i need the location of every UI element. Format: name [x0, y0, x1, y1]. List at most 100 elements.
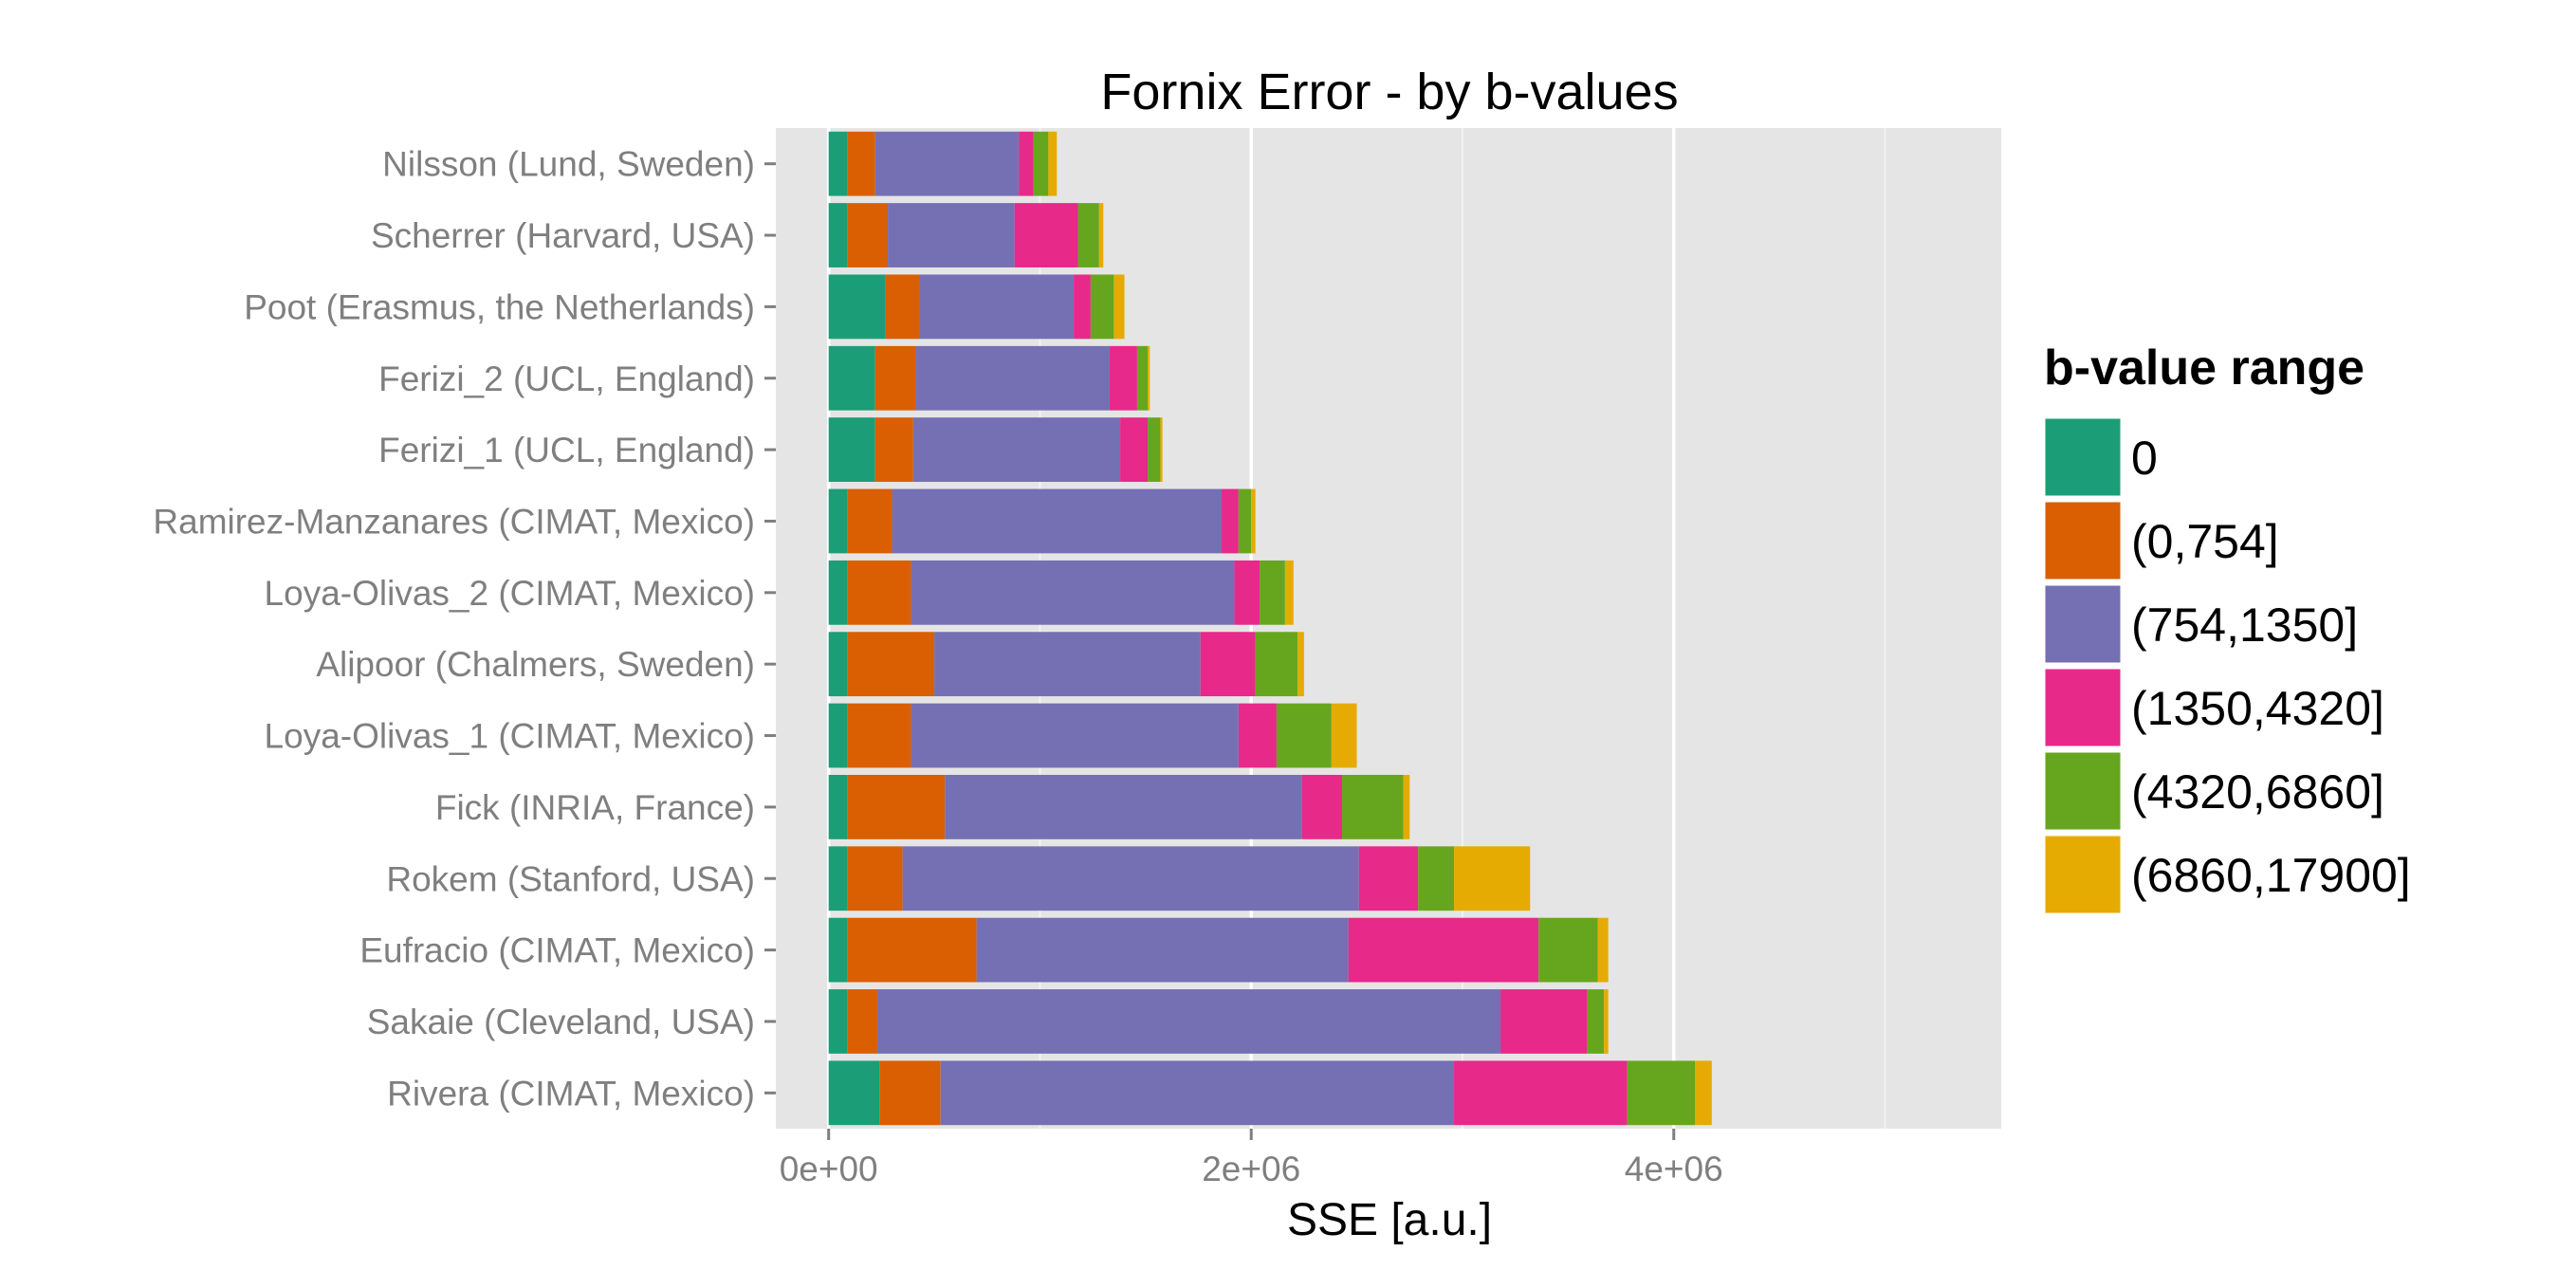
bar-segment	[940, 1060, 1455, 1126]
bar-segment	[1627, 1060, 1695, 1126]
legend-label: (4320,6860]	[2131, 765, 2384, 819]
bar-segment	[976, 917, 1349, 983]
bar-segment	[915, 345, 1110, 411]
bar-segment	[1587, 989, 1605, 1054]
bar-segment	[1014, 203, 1078, 267]
bar-segment	[1160, 417, 1163, 483]
bar-segment	[1301, 774, 1342, 839]
y-tick-label: Poot (Erasmus, the Netherlands)	[244, 287, 755, 326]
legend-key	[2042, 749, 2124, 833]
legend-key	[2042, 415, 2124, 499]
legend-label: (1350,4320]	[2131, 682, 2384, 735]
bar-segment	[1331, 703, 1357, 768]
bar-segment	[1454, 1060, 1628, 1126]
y-axis: Nilsson (Lund, Sweden) Scherrer (Harvard,…	[153, 145, 776, 1113]
bar-segment	[912, 417, 1121, 483]
bar-segment	[828, 632, 848, 697]
bar-segment	[1148, 417, 1161, 483]
legend-items: 0 (0,754] (754,1350] (1350,4320] (4320,6860]…	[2042, 415, 2411, 916]
y-tick-label: Scherrer (Harvard, USA)	[371, 216, 755, 255]
bar-segment	[847, 488, 892, 554]
bar-segment	[888, 203, 1015, 267]
bar-segment	[828, 488, 848, 554]
bar-segment	[1019, 131, 1034, 196]
y-tick-label: Fick (INRIA, France)	[435, 788, 755, 827]
bar-segment	[847, 989, 877, 1054]
legend-key	[2042, 582, 2124, 666]
bar-segment	[1260, 560, 1285, 625]
y-tick-label: Nilsson (Lund, Sweden)	[382, 145, 755, 184]
bar-segment	[876, 989, 1501, 1054]
bar-segment	[847, 703, 911, 768]
bar-segment	[1074, 274, 1091, 340]
bar-segment	[1222, 488, 1239, 554]
bar-segment	[1284, 560, 1294, 625]
bar-segment	[885, 274, 920, 340]
bar-segment	[1348, 917, 1539, 983]
bar-segment	[1200, 632, 1256, 697]
y-tick-label: Alipoor (Chalmers, Sweden)	[316, 645, 755, 684]
bar-segment	[828, 417, 875, 483]
bar-segment	[1276, 703, 1332, 768]
bar-segment	[847, 632, 935, 697]
bar-segment	[1454, 846, 1531, 911]
legend-title: b-value range	[2044, 341, 2364, 396]
bar-segment	[1109, 345, 1137, 411]
x-axis: 0e+00 2e+06 4e+06	[780, 1129, 1723, 1188]
bar-segment	[1341, 774, 1404, 839]
bar-segment	[874, 345, 916, 411]
bar-segment	[847, 560, 911, 625]
bar-segment	[1148, 345, 1150, 411]
bar-segment	[828, 989, 848, 1054]
bar-segment	[879, 1060, 941, 1126]
bar-segment	[1098, 203, 1104, 267]
bar-segment	[1033, 131, 1049, 196]
bar-segment	[847, 846, 903, 911]
bar-segment	[1597, 917, 1609, 983]
bar-segment	[1604, 989, 1609, 1054]
bar-segment	[919, 274, 1075, 340]
legend-label: 0	[2131, 432, 2158, 485]
bar-segment	[828, 203, 848, 267]
bar-segment	[828, 560, 848, 625]
bar-segment	[1113, 274, 1125, 340]
y-tick-label: Ferizi_2 (UCL, England)	[378, 359, 755, 398]
x-tick-label: 0e+00	[780, 1150, 878, 1188]
legend-label: (0,754]	[2131, 515, 2279, 568]
x-axis-label: SSE [a.u.]	[1287, 1195, 1492, 1245]
bar-segment	[1251, 488, 1256, 554]
bar-segment	[892, 488, 1223, 554]
y-tick-label: Ferizi_1 (UCL, England)	[378, 431, 755, 469]
bars	[828, 131, 1712, 1126]
bar-segment	[945, 774, 1302, 839]
bar-segment	[1538, 917, 1598, 983]
bar-segment	[874, 417, 913, 483]
legend-label: (754,1350]	[2131, 598, 2358, 652]
bar-segment	[1048, 131, 1058, 196]
x-tick-label: 4e+06	[1625, 1150, 1723, 1188]
legend-label: (6860,17900]	[2131, 849, 2411, 902]
y-tick-label: Rokem (Stanford, USA)	[386, 859, 755, 898]
bar-segment	[828, 917, 848, 983]
bar-segment	[911, 560, 1235, 625]
bar-segment	[828, 274, 886, 340]
legend-key	[2042, 833, 2124, 916]
bar-segment	[1500, 989, 1588, 1054]
bar-segment	[828, 345, 875, 411]
bar-segment	[828, 846, 848, 911]
y-tick-label: Loya-Olivas_1 (CIMAT, Mexico)	[265, 717, 755, 756]
bar-segment	[828, 774, 848, 839]
legend: b-value range 0 (0,754] (754,1350] (1350,43…	[2042, 341, 2411, 916]
bar-segment	[874, 131, 1020, 196]
x-tick-label: 2e+06	[1202, 1150, 1300, 1188]
bar-segment	[847, 774, 946, 839]
chart-title: Fornix Error - by b-values	[1100, 64, 1678, 120]
bar-segment	[1077, 203, 1099, 267]
bar-segment	[1695, 1060, 1712, 1126]
bar-segment	[828, 131, 848, 196]
y-tick-label: Sakaie (Cleveland, USA)	[367, 1003, 755, 1041]
bar-segment	[1136, 345, 1149, 411]
bar-segment	[1255, 632, 1298, 697]
